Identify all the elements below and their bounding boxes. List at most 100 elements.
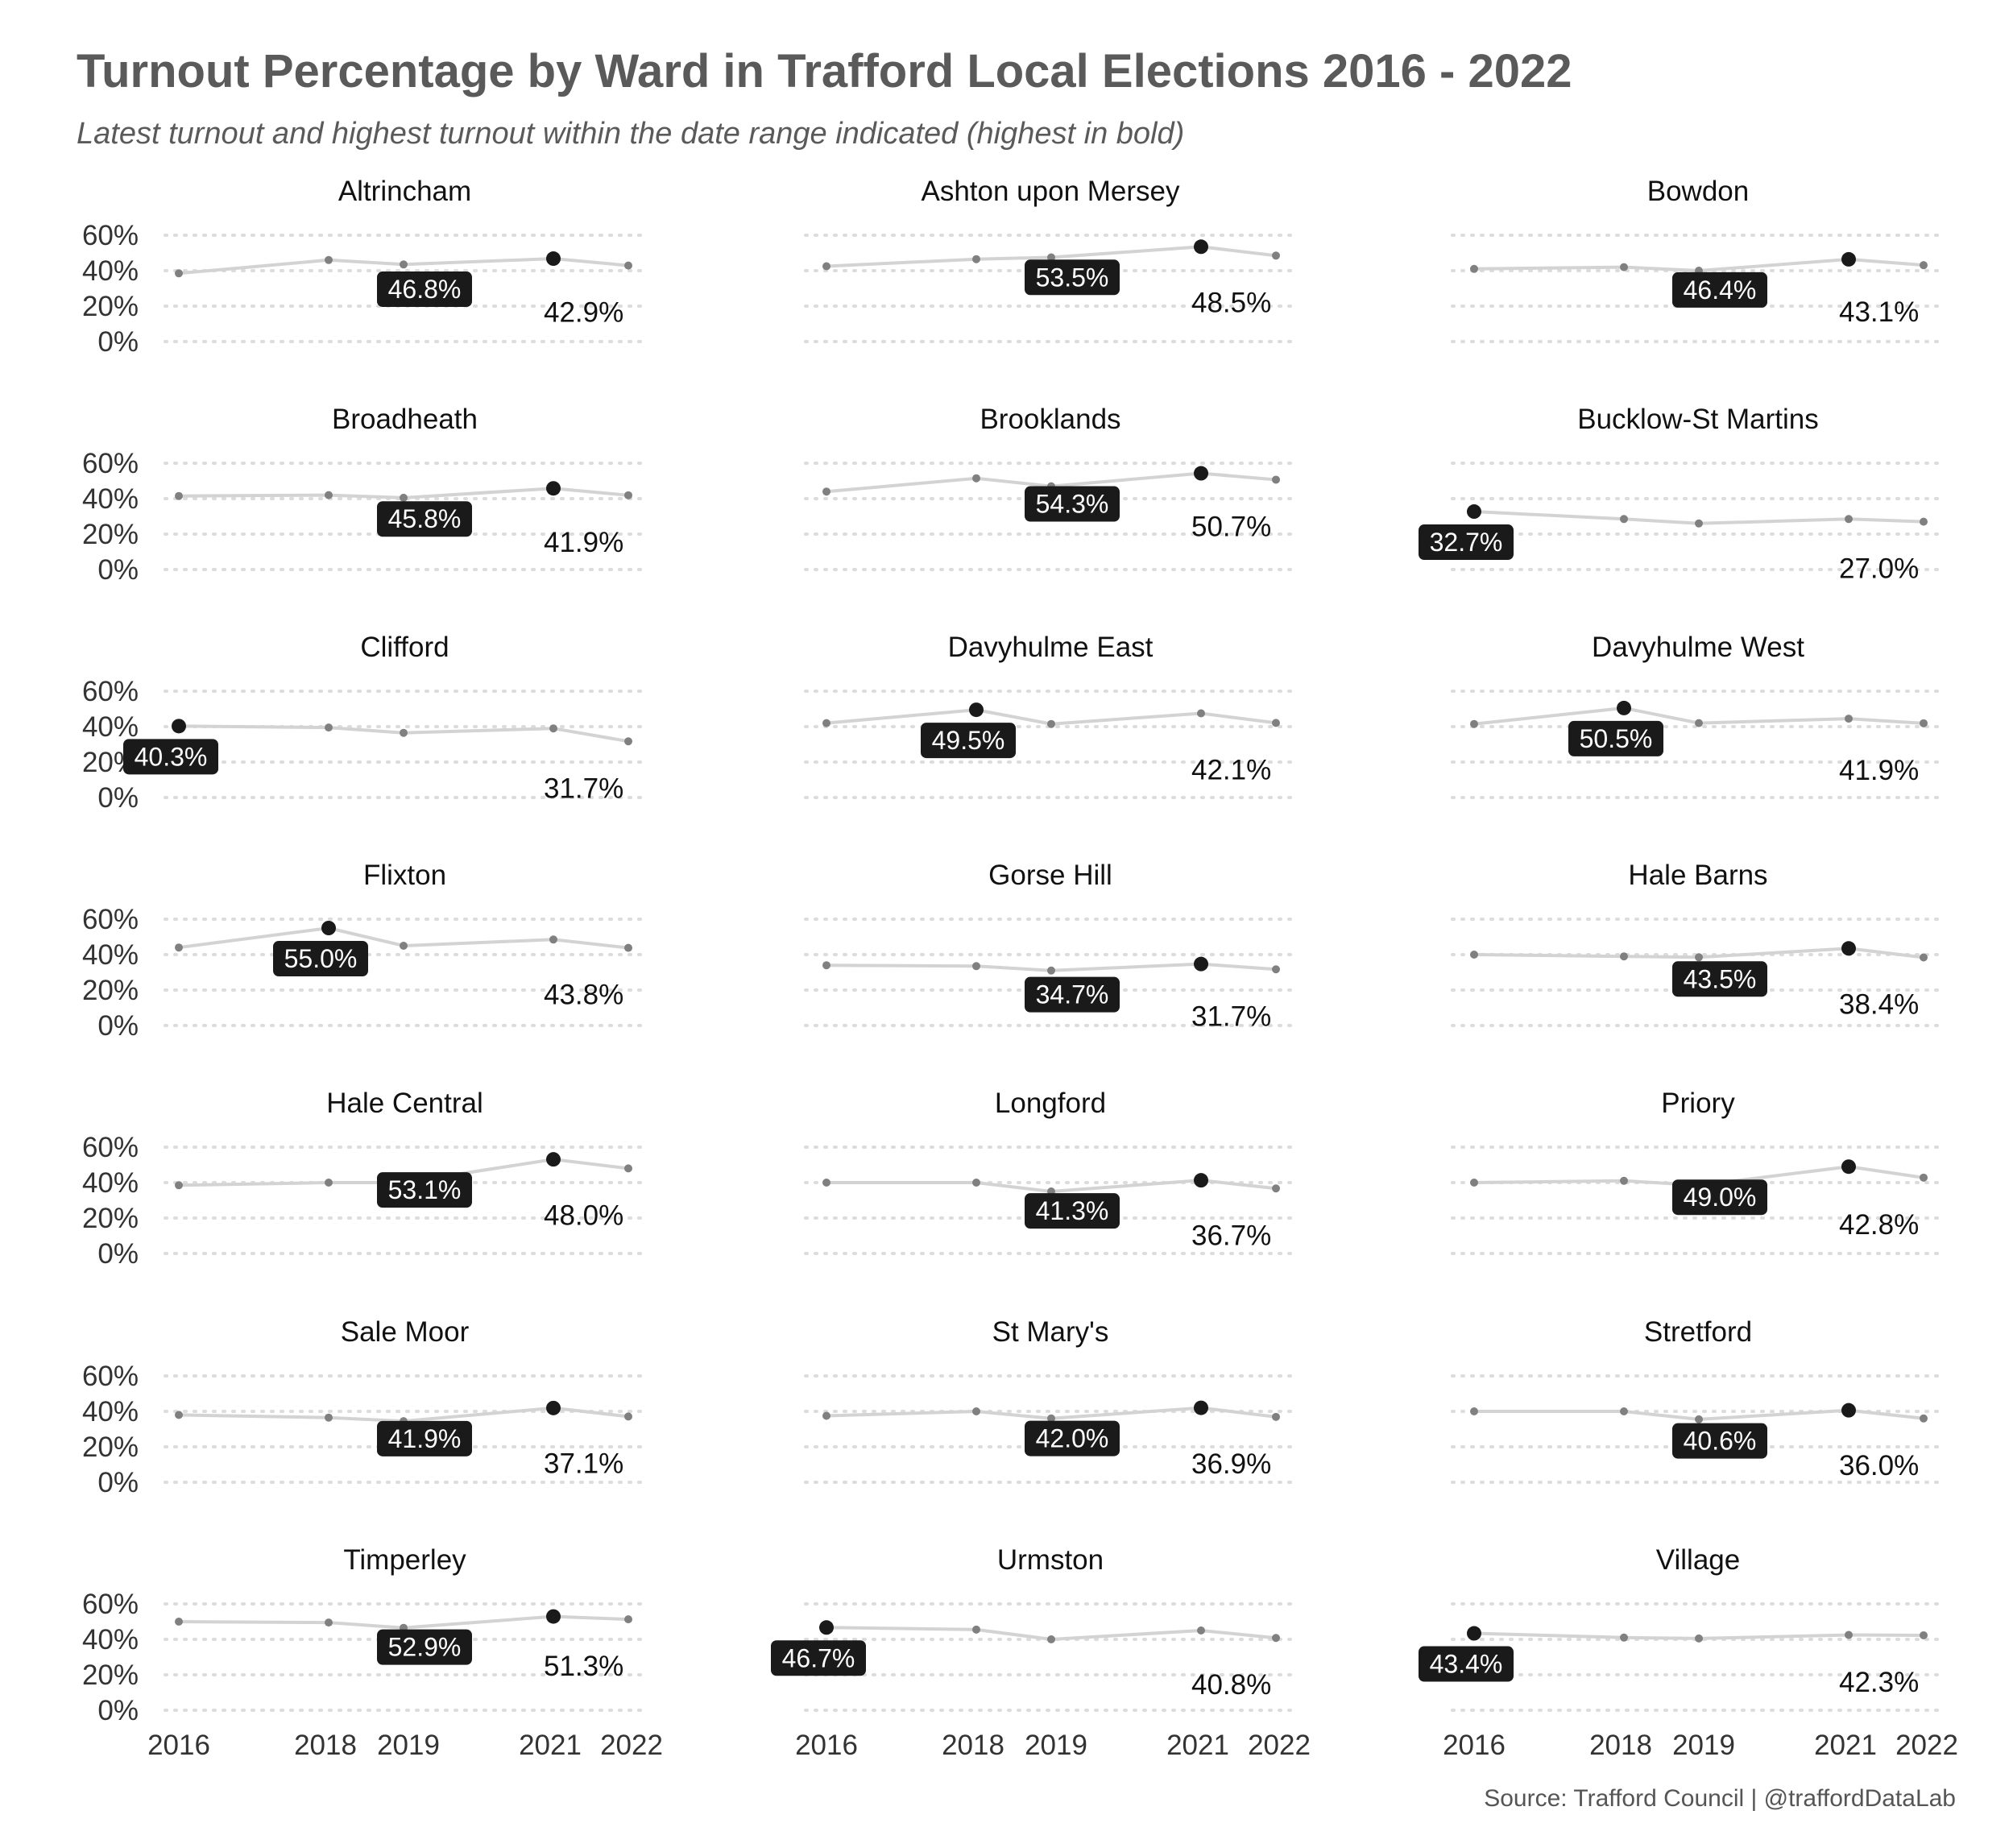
x-tick-label: 2019 [1672,1730,1735,1761]
latest-label: 37.1% [544,1448,623,1479]
panel-title: Altrincham [338,176,471,207]
highest-label: 50.5% [1580,724,1653,753]
data-point [549,935,557,944]
highest-label: 49.0% [1684,1183,1757,1212]
highest-label-box [377,1172,472,1208]
highest-label-box [1672,271,1767,308]
latest-label: 48.5% [1191,287,1271,318]
highest-label-box [771,1640,866,1676]
panel-stretford: Stretford 40.6% 36.0% [1451,1316,1945,1484]
panel-bowdon: Bowdon 46.4% 43.1% [1451,176,1945,343]
data-point [1197,709,1205,718]
data-point [1845,715,1853,723]
data-point [972,1407,980,1415]
x-tick-label: 2018 [294,1730,357,1761]
x-tick-label: 2021 [1814,1730,1877,1761]
data-point [822,487,830,496]
y-tick-label: 40% [82,1624,139,1655]
facet-panels: Altrincham 0% 20% 40% 60% 46.8% 42.9% Ashton up… [82,176,1958,1761]
y-tick-label: 20% [82,1432,139,1463]
highest-label-box [1672,1423,1767,1459]
y-tick-label: 0% [97,554,139,586]
panel-broadheath: Broadheath 0% 20% 40% 60% 45.8% 41.9% [82,404,646,586]
highest-label: 42.0% [1036,1424,1109,1453]
highest-point [546,1400,561,1415]
panel-title: Urmston [997,1544,1104,1576]
panel-title: Hale Central [326,1088,483,1119]
latest-label: 42.3% [1839,1667,1919,1698]
y-tick-label: 20% [82,519,139,550]
y-tick-label: 0% [97,1695,139,1726]
y-tick-label: 0% [97,1238,139,1270]
highest-label-box [1025,976,1120,1013]
panel-davyhulme-east: Davyhulme East 49.5% 42.1% [804,632,1297,799]
data-point [1620,1176,1628,1185]
x-tick-label: 2022 [1895,1730,1958,1761]
panel-title: Broadheath [332,404,478,435]
data-point [1620,263,1628,271]
highest-label: 46.8% [388,275,462,304]
latest-label: 31.7% [544,773,623,804]
panel-priory: Priory 49.0% 42.8% [1451,1088,1945,1255]
panel-title: Priory [1661,1088,1735,1119]
data-point [624,491,632,499]
data-point [1470,264,1478,273]
latest-label: 31.7% [1191,1001,1271,1032]
panel-title: Davyhulme West [1592,632,1804,663]
panel-title: Stretford [1644,1316,1752,1348]
data-point [1695,1634,1703,1643]
highest-label: 43.4% [1430,1650,1503,1679]
highest-point [1194,1400,1208,1415]
data-point [1920,1173,1928,1182]
latest-label: 43.1% [1839,296,1919,328]
panel-ashton-upon-mersey: Ashton upon Mersey 53.5% 48.5% [804,176,1297,343]
highest-label-box [123,739,218,775]
highest-point [546,1609,561,1624]
highest-point [969,702,984,718]
highest-point [819,1620,834,1635]
latest-label: 27.0% [1839,553,1919,585]
data-point [175,269,183,278]
highest-label-box [377,1629,472,1665]
highest-point [546,1152,561,1167]
panel-title: Ashton upon Mersey [921,176,1180,207]
data-point [624,1164,632,1173]
x-tick-label: 2022 [1248,1730,1311,1761]
highest-label-box [1025,486,1120,522]
highest-label: 40.3% [135,742,208,771]
data-point [1470,1407,1478,1415]
latest-label: 48.0% [544,1200,623,1231]
panel-title: Longford [995,1088,1106,1119]
highest-label: 53.5% [1036,263,1109,292]
data-point [1620,1633,1628,1642]
data-point [624,1615,632,1624]
highest-point [1467,504,1481,520]
highest-label: 55.0% [284,944,358,973]
panel-title: Flixton [363,860,446,891]
y-tick-label: 20% [82,1203,139,1234]
data-point [822,961,830,970]
data-point [1695,953,1703,962]
data-point [1920,1414,1928,1423]
data-point [175,1411,183,1419]
panel-brooklands: Brooklands 54.3% 50.7% [804,404,1297,571]
panel-title: Brooklands [980,404,1120,435]
highest-label-box [273,941,368,976]
panel-gorse-hill: Gorse Hill 34.7% 31.7% [804,860,1297,1032]
latest-label: 36.0% [1839,1450,1919,1481]
y-tick-label: 20% [82,975,139,1006]
highest-point [1841,251,1856,267]
highest-point [546,251,561,267]
x-tick-label: 2021 [519,1730,582,1761]
data-point [1047,253,1055,262]
latest-label: 40.8% [1191,1669,1271,1701]
highest-label-box [1672,1179,1767,1216]
x-tick-label: 2018 [942,1730,1004,1761]
panel-davyhulme-west: Davyhulme West 50.5% 41.9% [1451,632,1945,799]
panel-flixton: Flixton 0% 20% 40% 60% 55.0% 43.8% [82,860,646,1042]
panel-title: Gorse Hill [988,860,1112,891]
highest-point [546,481,561,496]
highest-label: 32.7% [1430,528,1503,557]
data-point [175,1618,183,1626]
latest-label: 42.8% [1839,1209,1919,1241]
